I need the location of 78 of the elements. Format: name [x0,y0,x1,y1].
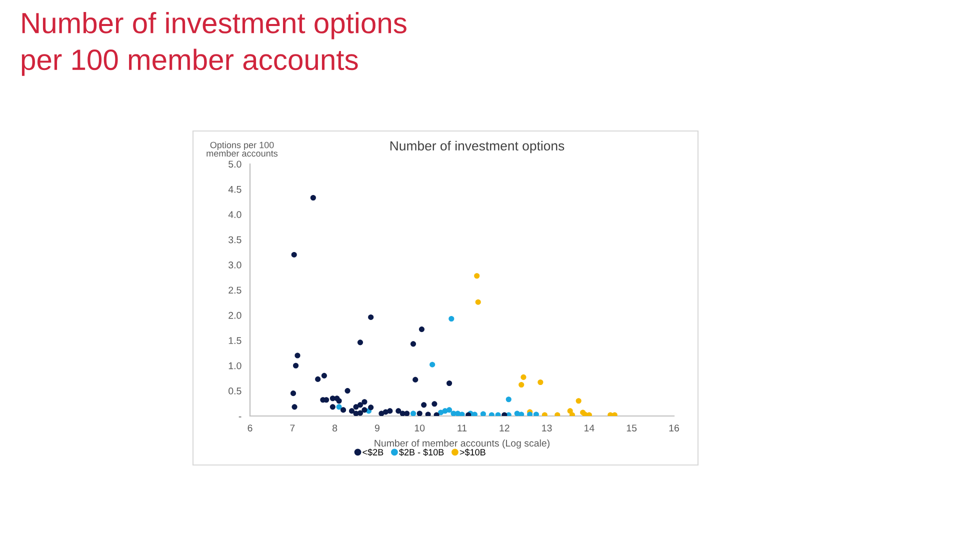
point [294,352,300,358]
point [291,252,297,258]
point [474,273,480,279]
y-tick-label: - [238,416,242,418]
x-tick-label: 7 [290,424,295,432]
point [340,407,346,413]
point [432,401,438,407]
y-tick-label: 5.0 [228,160,242,168]
point [421,402,427,408]
point [538,379,544,386]
point [472,412,478,416]
point [416,410,422,416]
point [480,411,486,416]
point [353,410,359,416]
point [533,412,539,416]
point [336,404,342,410]
x-tick-label: 9 [374,424,380,432]
point [418,326,424,332]
x-tick-label: 15 [626,424,637,432]
y-tick-label: 3.5 [228,236,242,244]
x-tick-label: 10 [414,424,425,432]
point [396,408,402,414]
point [527,412,533,416]
legend-label: >$10B [460,448,486,456]
y-tick-label: 4.5 [228,186,242,193]
x-tick-label: 16 [669,424,679,432]
x-tick-label: 6 [248,424,252,432]
y-tick-label: 2.5 [228,286,242,294]
y-tick-label: 2.0 [228,312,242,319]
point [330,404,336,410]
point [410,410,416,416]
point [410,341,416,347]
point [448,316,454,322]
point [446,407,452,413]
point [357,402,364,408]
point [506,396,512,402]
x-tick-label: 12 [500,424,510,432]
y-tick-label: 3.0 [228,262,242,268]
point [475,299,481,305]
x-tick-label: 13 [542,424,552,432]
point [520,374,526,380]
point [292,404,298,410]
point [362,399,368,405]
point [412,376,418,382]
y-tick-label: 1.5 [228,337,242,344]
point [446,380,452,386]
x-tick-label: 11 [458,424,467,432]
point [362,407,368,413]
point [315,376,321,382]
y-axis-title: Options per 100 member accounts [206,142,278,157]
chart-subtitle: Number of investment options [390,140,564,154]
legend-label: <$2B [362,448,384,456]
point [425,412,431,416]
point [404,410,410,416]
legend-label: $2B - $10B [399,448,444,456]
point [348,408,355,414]
point [290,390,296,396]
point [368,314,374,320]
chart-title: Number of investment options per 100 member accounts [22,12,406,76]
point [387,408,393,414]
point [344,388,350,394]
point [310,194,316,201]
x-tick-label: 14 [584,424,594,432]
point [336,398,342,404]
point [357,340,364,346]
point [518,412,524,416]
point [576,398,582,404]
y-tick-label: 0.5 [228,388,242,394]
point [368,404,374,410]
point [518,382,524,388]
point [321,372,327,378]
y-tick-label: 1.0 [228,362,242,370]
y-tick-label: 4.0 [228,211,242,218]
point [293,362,299,368]
point [430,362,436,368]
x-axis-title: Number of member accounts (Log scale) [374,439,550,449]
point [567,408,573,414]
x-tick-label: 8 [332,424,338,432]
